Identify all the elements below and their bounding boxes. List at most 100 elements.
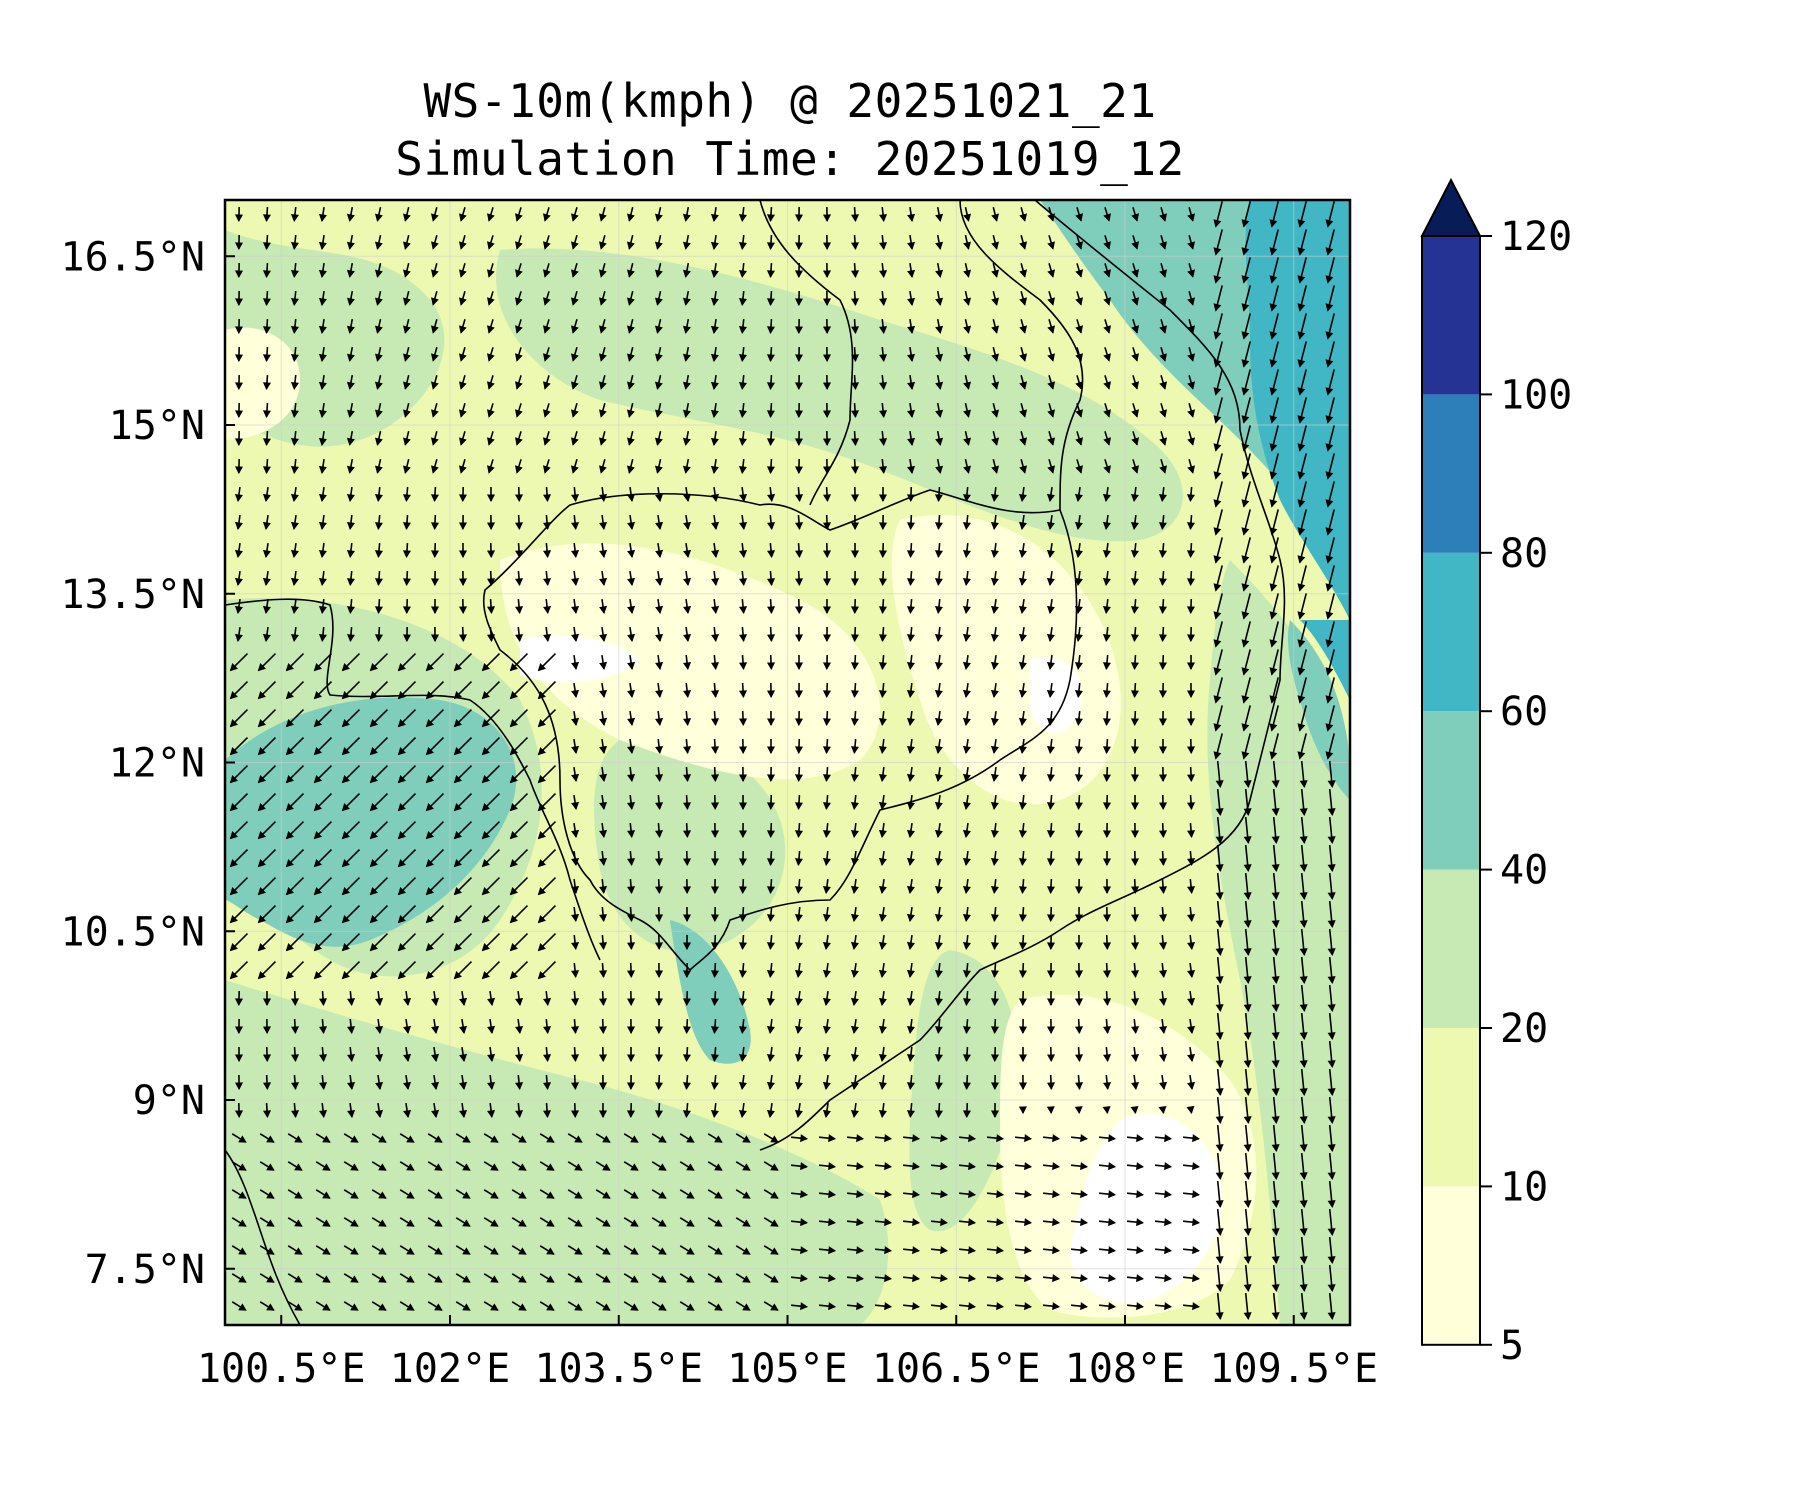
- colorbar-frame: [1421, 235, 1481, 1346]
- wind-arrow: [1158, 766, 1168, 783]
- wind-arrow: [1042, 1302, 1061, 1311]
- wind-arrow: [1074, 990, 1084, 1007]
- wind-arrow: [655, 850, 664, 867]
- wind-arrow: [1241, 201, 1251, 228]
- wind-arrow: [369, 652, 389, 672]
- wind-arrow: [262, 430, 271, 447]
- wind-arrow: [626, 375, 635, 390]
- title-line-2: Simulation Time: 20251019_12: [395, 132, 1185, 186]
- wind-arrow: [1103, 319, 1112, 334]
- wind-arrow: [458, 542, 468, 559]
- wind-arrow: [1046, 486, 1055, 502]
- wind-arrow: [850, 794, 859, 811]
- wind-arrow: [627, 710, 636, 726]
- wind-arrow: [738, 430, 747, 447]
- wind-arrow: [1074, 822, 1084, 839]
- wind-arrow: [229, 932, 249, 952]
- wind-arrow: [257, 960, 277, 980]
- wind-arrow: [455, 1161, 471, 1171]
- wind-arrow: [822, 906, 831, 922]
- wind-arrow: [906, 794, 915, 810]
- wind-arrow: [794, 458, 804, 475]
- wind-arrow: [231, 1245, 247, 1255]
- wind-arrow: [375, 1046, 384, 1062]
- wind-arrow: [285, 876, 305, 896]
- contour-5-10-east-basin: [891, 514, 1121, 805]
- wind-arrow: [1297, 257, 1307, 284]
- wind-arrow: [902, 1190, 921, 1199]
- wind-arrow: [599, 990, 608, 1007]
- wind-arrow: [907, 290, 916, 306]
- wind-arrow: [1213, 733, 1223, 760]
- wind-arrow: [1075, 235, 1084, 250]
- wind-arrow: [313, 960, 333, 980]
- wind-arrow: [262, 514, 271, 530]
- wind-arrow: [1159, 850, 1168, 867]
- wind-arrow: [766, 682, 776, 699]
- wind-arrow: [1297, 649, 1307, 676]
- wind-arrow: [1047, 291, 1056, 306]
- wind-arrow: [766, 1102, 775, 1118]
- wind-arrow: [986, 1134, 1005, 1143]
- wind-arrow: [458, 235, 467, 250]
- wind-arrow: [1299, 1292, 1308, 1320]
- wind-arrow: [539, 1189, 555, 1199]
- wind-arrow: [986, 1246, 1005, 1255]
- wind-arrow: [458, 319, 467, 334]
- wind-arrow: [654, 1074, 664, 1091]
- wind-arrow: [257, 764, 277, 784]
- wind-arrow: [1215, 1292, 1224, 1320]
- wind-arrow: [1241, 509, 1251, 536]
- wind-arrow: [655, 710, 664, 727]
- wind-arrow: [539, 1245, 555, 1255]
- wind-arrow: [707, 1217, 723, 1227]
- wind-arrow: [822, 318, 832, 335]
- wind-arrow: [1243, 816, 1252, 844]
- wind-arrow: [1159, 878, 1168, 895]
- wind-arrow: [1241, 481, 1251, 508]
- wind-arrow: [1271, 1208, 1280, 1236]
- wind-arrow: [850, 486, 860, 503]
- wind-arrow: [453, 904, 473, 924]
- wind-arrow: [878, 1046, 887, 1062]
- wind-arrow: [1186, 514, 1195, 531]
- wind-arrow: [990, 878, 999, 895]
- wind-arrow: [346, 234, 355, 250]
- wind-arrow: [263, 1102, 272, 1119]
- wind-arrow: [402, 459, 411, 474]
- wind-arrow: [962, 682, 971, 698]
- wind-arrow: [766, 766, 776, 783]
- wind-arrow: [599, 542, 608, 558]
- wind-arrow: [906, 1018, 915, 1034]
- wind-arrow: [1102, 654, 1111, 671]
- wind-arrow: [291, 1074, 300, 1091]
- wind-arrow: [654, 402, 663, 418]
- wind-arrow: [343, 1245, 359, 1255]
- wind-arrow: [318, 374, 327, 390]
- wind-arrow: [707, 1273, 723, 1283]
- wind-arrow: [822, 430, 832, 447]
- wind-arrow: [1014, 1162, 1033, 1171]
- wind-arrow: [1269, 313, 1279, 340]
- wind-arrow: [1241, 705, 1251, 732]
- wind-arrow: [794, 402, 804, 419]
- wind-arrow: [1241, 733, 1251, 760]
- wind-arrow: [1131, 291, 1140, 306]
- wind-arrow: [1182, 1246, 1201, 1255]
- wind-arrow: [290, 542, 299, 558]
- wind-arrow: [1046, 738, 1055, 755]
- wind-arrow: [738, 766, 748, 783]
- wind-arrow: [369, 820, 389, 840]
- wind-arrow: [850, 962, 859, 978]
- wind-arrow: [1159, 962, 1168, 979]
- wind-arrow: [878, 598, 887, 615]
- wind-arrow: [763, 1217, 779, 1227]
- wind-arrow: [850, 850, 859, 866]
- wind-arrow: [1187, 207, 1196, 222]
- map-title: WS-10m(kmph) @ 20251021_21 Simulation Ti…: [0, 72, 1580, 188]
- wind-arrow: [262, 290, 271, 307]
- wind-arrow: [930, 1302, 949, 1311]
- wind-arrow: [346, 598, 355, 615]
- wind-arrow: [262, 570, 271, 586]
- wind-arrow: [822, 934, 831, 950]
